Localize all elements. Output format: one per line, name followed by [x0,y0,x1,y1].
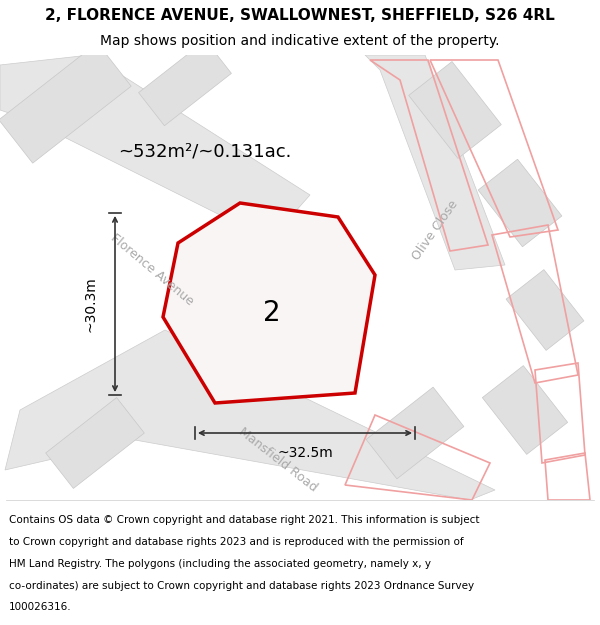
Text: 2, FLORENCE AVENUE, SWALLOWNEST, SHEFFIELD, S26 4RL: 2, FLORENCE AVENUE, SWALLOWNEST, SHEFFIE… [45,8,555,23]
Text: Map shows position and indicative extent of the property.: Map shows position and indicative extent… [100,34,500,48]
Text: ~532m²/~0.131ac.: ~532m²/~0.131ac. [118,143,292,161]
Text: Contains OS data © Crown copyright and database right 2021. This information is : Contains OS data © Crown copyright and d… [9,515,479,525]
Polygon shape [5,330,495,500]
Text: HM Land Registry. The polygons (including the associated geometry, namely x, y: HM Land Registry. The polygons (includin… [9,559,431,569]
Polygon shape [0,55,310,240]
Bar [409,61,501,159]
Text: ~30.3m: ~30.3m [83,276,97,332]
Text: Mansfield Road: Mansfield Road [236,426,320,494]
Bar [506,269,584,351]
Bar [46,398,145,488]
Text: to Crown copyright and database rights 2023 and is reproduced with the permissio: to Crown copyright and database rights 2… [9,537,464,547]
Bar [478,159,562,247]
Text: Florence Avenue: Florence Avenue [108,232,196,308]
Text: co-ordinates) are subject to Crown copyright and database rights 2023 Ordnance S: co-ordinates) are subject to Crown copyr… [9,581,474,591]
Polygon shape [163,203,375,403]
Bar [482,366,568,454]
Bar [205,251,355,396]
Text: 2: 2 [263,299,281,327]
Bar [139,40,232,126]
Bar [0,43,131,163]
Bar [366,387,464,479]
Text: ~32.5m: ~32.5m [277,446,333,460]
Text: Olive Close: Olive Close [410,198,460,262]
Text: 100026316.: 100026316. [9,602,71,612]
Polygon shape [365,55,505,270]
